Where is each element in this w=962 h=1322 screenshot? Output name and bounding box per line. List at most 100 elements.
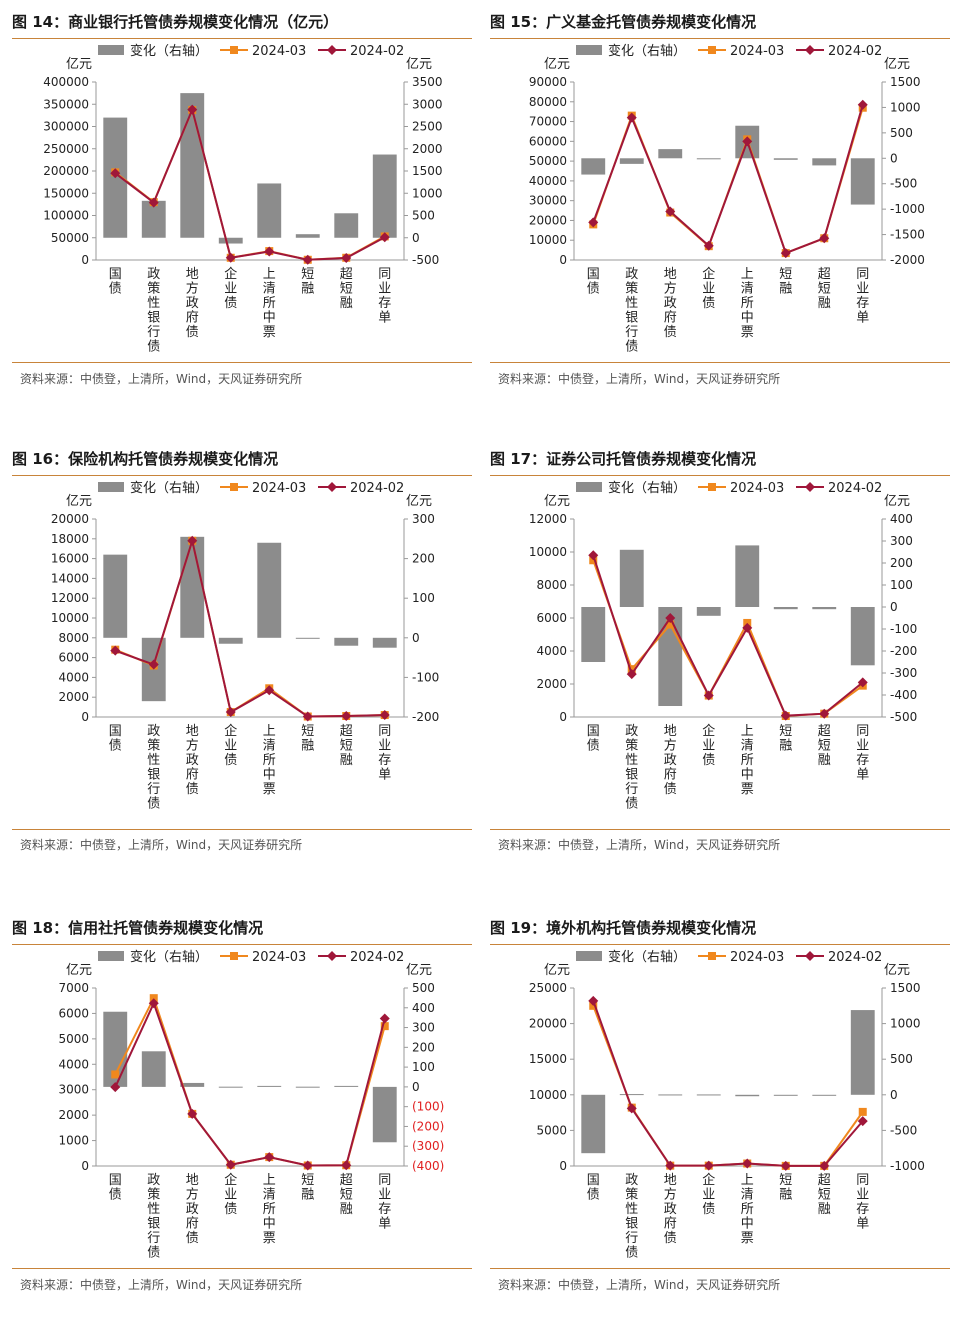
left-tick-label: 90000 bbox=[529, 75, 567, 89]
right-tick-label: 300 bbox=[412, 512, 435, 526]
left-axis-unit: 亿元 bbox=[66, 963, 92, 978]
right-tick-label: 2000 bbox=[412, 142, 443, 156]
bar-change bbox=[257, 1085, 282, 1087]
right-tick-label: 0 bbox=[412, 231, 420, 245]
left-tick-label: 5000 bbox=[58, 1032, 89, 1046]
series-2024-02-point bbox=[264, 246, 275, 257]
category-label: 政策性银行债 bbox=[147, 724, 160, 812]
category-label: 短融 bbox=[779, 724, 792, 754]
left-tick-label: 6000 bbox=[536, 611, 567, 625]
right-tick-label: 500 bbox=[412, 981, 435, 995]
right-tick-label: -500 bbox=[890, 177, 917, 191]
category-label: 政策性银行债 bbox=[625, 267, 638, 355]
legend-s2-marker bbox=[327, 45, 337, 55]
bar-change bbox=[773, 158, 798, 160]
source-note: 资料来源：中债登，上清所，Wind，天风证券研究所 bbox=[498, 1278, 781, 1292]
category-label: 上清所中票 bbox=[741, 1173, 754, 1246]
title-rule bbox=[12, 38, 472, 39]
figure-title: 图 16：保险机构托管债券规模变化情况 bbox=[12, 450, 279, 468]
series-2024-02-line bbox=[114, 106, 386, 261]
bar-change bbox=[812, 607, 837, 610]
category-label: 企业债 bbox=[224, 1172, 237, 1217]
legend-bar-label: 变化（右轴） bbox=[608, 480, 686, 496]
legend-s2-label: 2024-02 bbox=[828, 950, 882, 965]
right-axis-unit: 亿元 bbox=[406, 494, 432, 509]
right-axis-unit: 亿元 bbox=[884, 57, 910, 72]
right-tick-label: 200 bbox=[412, 552, 435, 566]
series-2024-02-point bbox=[588, 550, 599, 561]
category-label: 超短融 bbox=[340, 724, 353, 768]
legend-s2-marker bbox=[805, 45, 815, 55]
left-tick-label: 10000 bbox=[51, 611, 89, 625]
left-axis-unit: 亿元 bbox=[66, 494, 92, 509]
series-2024-02-line bbox=[592, 104, 864, 255]
right-tick-label: -1000 bbox=[890, 202, 925, 216]
legend-s1-marker bbox=[708, 483, 716, 491]
left-tick-label: 4000 bbox=[536, 644, 567, 658]
category-label: 同业存单 bbox=[378, 1173, 391, 1232]
series-2024-02-point bbox=[665, 613, 676, 623]
left-tick-label: 20000 bbox=[529, 213, 567, 227]
left-tick-label: 250000 bbox=[43, 142, 89, 156]
right-tick-label: 3500 bbox=[412, 75, 443, 89]
series-2024-02-point bbox=[225, 1159, 236, 1170]
source-rule bbox=[490, 829, 950, 830]
bar-change bbox=[218, 637, 243, 644]
category-label: 地方政府债 bbox=[186, 1173, 199, 1246]
figure-title: 图 14：商业银行托管债券规模变化情况（亿元） bbox=[12, 13, 339, 31]
left-tick-label: 70000 bbox=[529, 115, 567, 129]
bar-change bbox=[180, 93, 205, 238]
series-2024-02-point bbox=[341, 1160, 352, 1171]
legend-bar-label: 变化（右轴） bbox=[608, 43, 686, 59]
title-rule bbox=[490, 944, 950, 945]
category-label: 企业债 bbox=[224, 723, 237, 768]
legend-s1-marker bbox=[230, 952, 238, 960]
right-tick-label: 3000 bbox=[412, 97, 443, 111]
legend: 变化（右轴） 2024-03 2024-02 bbox=[98, 43, 404, 59]
legend-bar-label: 变化（右轴） bbox=[130, 43, 208, 59]
legend-s2-label: 2024-02 bbox=[350, 44, 404, 59]
figure-15-panel: 图 15：广义基金托管债券规模变化情况 变化（右轴） 2024-03 2024-02… bbox=[490, 10, 950, 395]
right-tick-label: 100 bbox=[412, 1060, 435, 1074]
legend-s2-label: 2024-02 bbox=[828, 44, 882, 59]
category-label: 超短融 bbox=[818, 1173, 831, 1217]
source-note: 资料来源：中债登，上清所，Wind，天风证券研究所 bbox=[498, 838, 781, 852]
bar-change bbox=[735, 545, 760, 607]
series-2024-02-point bbox=[148, 659, 159, 670]
right-tick-label: 100 bbox=[890, 578, 913, 592]
legend-s2-marker bbox=[327, 951, 337, 961]
series-2024-02-point bbox=[341, 711, 352, 722]
bar-change bbox=[696, 158, 721, 160]
left-tick-label: 25000 bbox=[529, 981, 567, 995]
legend-bar-label: 变化（右轴） bbox=[130, 480, 208, 496]
series-2024-02-point bbox=[857, 1116, 868, 1127]
series-2024-02-point bbox=[302, 254, 313, 265]
left-tick-label: 4000 bbox=[58, 670, 89, 684]
category-label: 短融 bbox=[779, 267, 792, 297]
legend: 变化（右轴） 2024-03 2024-02 bbox=[98, 480, 404, 496]
category-label: 短融 bbox=[301, 1173, 314, 1203]
bar-change bbox=[581, 1094, 606, 1154]
series-2024-02-point bbox=[187, 535, 198, 546]
series-2024-02-point bbox=[857, 99, 868, 110]
left-tick-label: 150000 bbox=[43, 186, 89, 200]
bar-change bbox=[850, 1010, 875, 1095]
series-2024-02-point bbox=[742, 622, 753, 633]
bar-change bbox=[257, 183, 282, 238]
bar-change bbox=[812, 158, 837, 166]
legend-bar-label: 变化（右轴） bbox=[608, 949, 686, 965]
right-tick-label: 200 bbox=[890, 556, 913, 570]
bar-change bbox=[218, 1086, 243, 1088]
right-tick-label: 0 bbox=[890, 1088, 898, 1102]
left-tick-label: 3000 bbox=[58, 1083, 89, 1097]
left-tick-label: 0 bbox=[559, 253, 567, 267]
category-label: 政策性银行债 bbox=[147, 267, 160, 355]
left-tick-label: 200000 bbox=[43, 164, 89, 178]
right-tick-label: -500 bbox=[890, 1123, 917, 1137]
series-2024-02-point bbox=[626, 112, 637, 123]
right-axis-unit: 亿元 bbox=[406, 963, 432, 978]
legend-bar-swatch bbox=[98, 482, 124, 492]
legend-s2-marker bbox=[805, 951, 815, 961]
series-2024-03-point bbox=[666, 620, 675, 629]
